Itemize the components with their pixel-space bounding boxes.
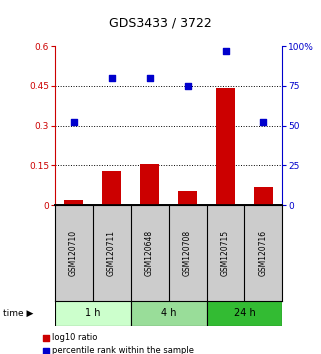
Text: GSM120716: GSM120716: [259, 230, 268, 276]
Text: GDS3433 / 3722: GDS3433 / 3722: [109, 17, 212, 29]
Point: [185, 83, 190, 88]
Text: 24 h: 24 h: [234, 308, 256, 318]
Bar: [254, 187, 273, 205]
Point: [109, 75, 114, 81]
Text: 1 h: 1 h: [85, 308, 100, 318]
Point: [261, 120, 266, 125]
Text: time ▶: time ▶: [3, 309, 34, 318]
Text: GSM120711: GSM120711: [107, 230, 116, 276]
Text: GSM120715: GSM120715: [221, 230, 230, 276]
Bar: [178, 191, 197, 205]
Point: [147, 75, 152, 81]
Bar: [64, 200, 83, 205]
Bar: [216, 88, 235, 205]
Legend: log10 ratio, percentile rank within the sample: log10 ratio, percentile rank within the …: [43, 333, 194, 354]
Bar: [131, 301, 206, 326]
Text: GSM120710: GSM120710: [69, 230, 78, 276]
Bar: [55, 301, 131, 326]
Text: 4 h: 4 h: [161, 308, 176, 318]
Bar: [206, 301, 282, 326]
Point: [71, 120, 76, 125]
Text: GSM120648: GSM120648: [145, 230, 154, 276]
Point: [223, 48, 228, 53]
Bar: [102, 171, 121, 205]
Text: GSM120708: GSM120708: [183, 230, 192, 276]
Bar: [140, 164, 159, 205]
